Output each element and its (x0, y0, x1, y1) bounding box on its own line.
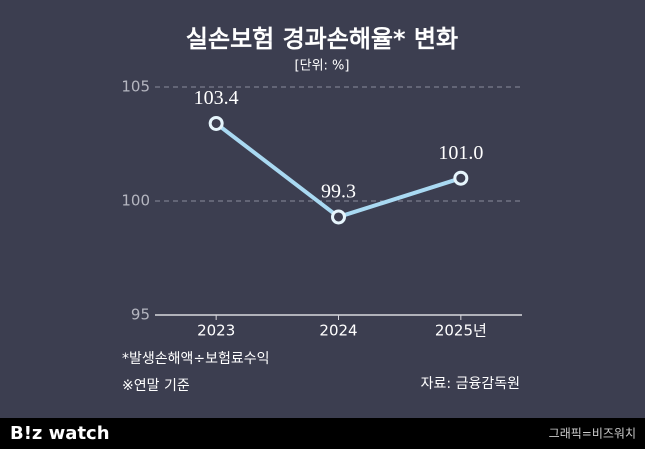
source: 자료: 금융감독원 (421, 376, 520, 392)
footnote: ※연말 기준 (122, 378, 190, 394)
footnote: *발생손해액÷보험료수익 (122, 351, 270, 367)
chart-title: 실손보험 경과손해율* 변화 (186, 25, 458, 53)
line (214, 121, 462, 219)
credit: 그래픽=비즈워치 (549, 427, 636, 441)
chart-subtitle: [단위: %] (295, 59, 350, 74)
data-label: 103.4 (194, 87, 239, 109)
point (453, 170, 469, 186)
x-tick-label: 2024 (319, 322, 357, 340)
y-tick-label: 100 (121, 192, 150, 210)
x-tick-label: 2025년 (435, 322, 487, 340)
point (331, 209, 346, 225)
y-tick-label: 105 (121, 78, 150, 96)
logo: B!z watch (10, 423, 110, 444)
point (208, 115, 224, 131)
x-tick-label: 2023 (197, 322, 235, 340)
footer-bar (0, 418, 645, 449)
y-tick-label: 95 (131, 306, 150, 324)
data-label: 99.3 (321, 181, 356, 203)
data-label: 101.0 (438, 142, 483, 164)
